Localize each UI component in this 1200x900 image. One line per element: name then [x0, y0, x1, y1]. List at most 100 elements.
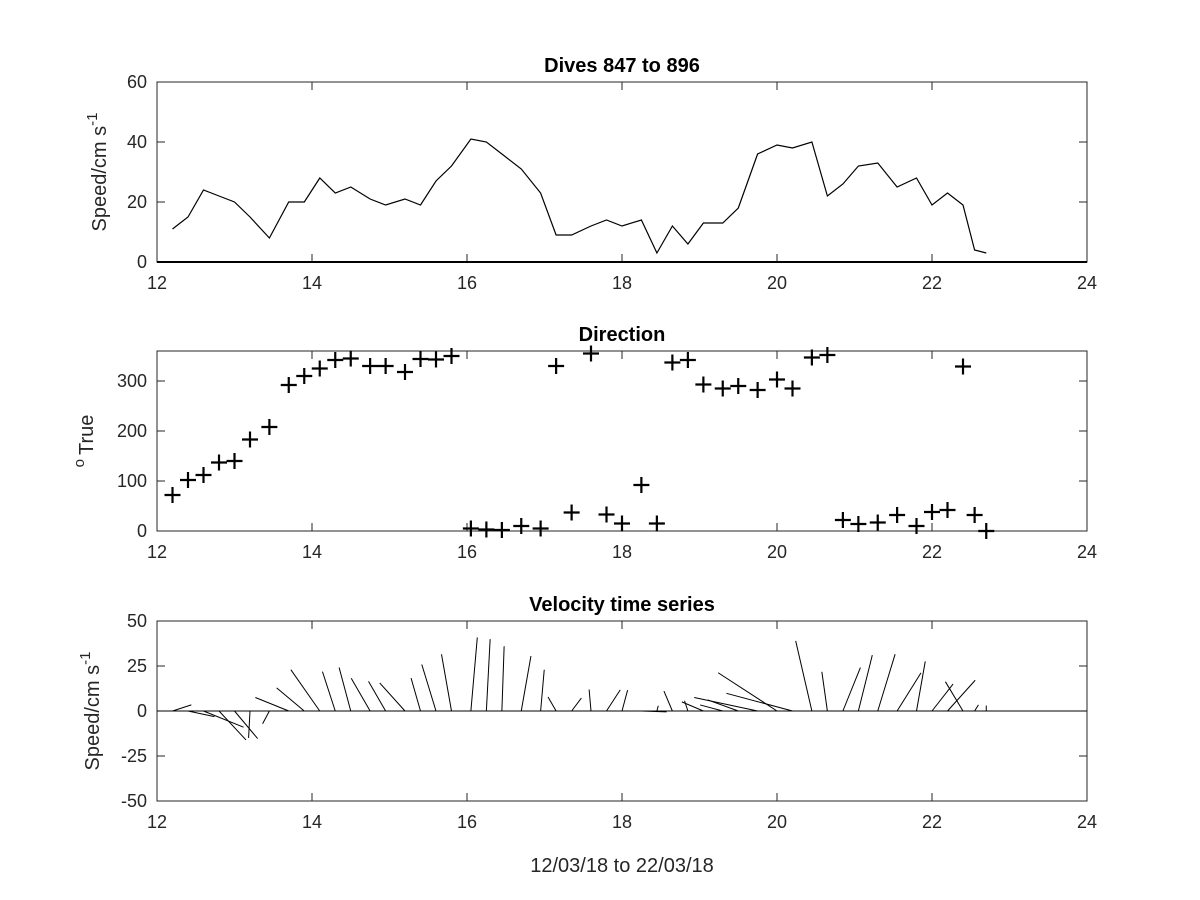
direction-point	[889, 507, 906, 523]
velocity-stick	[896, 672, 922, 712]
direction-xtick-label: 20	[767, 542, 787, 562]
direction-point	[583, 345, 599, 362]
speed-xtick-label: 12	[147, 273, 167, 293]
velocity-xtick-label: 18	[612, 812, 632, 832]
speed-ylabel-text: Speed/cm s	[89, 126, 111, 232]
direction-ylabel: o True	[71, 415, 98, 468]
direction-title: Direction	[579, 324, 666, 346]
velocity-xtick-label: 20	[767, 812, 787, 832]
direction-point	[955, 358, 971, 375]
velocity-stick	[684, 700, 689, 712]
velocity-stick	[795, 640, 813, 712]
velocity-stick	[877, 654, 896, 712]
velocity-stick	[234, 710, 259, 739]
velocity-panel: Velocity time series 12 14 16 18 20 22 24 -50 -2…	[77, 594, 1097, 877]
speed-xtick-label: 20	[767, 273, 787, 293]
velocity-stick	[974, 704, 979, 712]
direction-point	[563, 504, 580, 521]
direction-point	[513, 518, 530, 534]
velocity-stick	[916, 661, 926, 712]
direction-ytick-label: 300	[117, 371, 147, 391]
velocity-stick	[203, 710, 244, 728]
direction-point	[648, 515, 665, 532]
velocity-stick	[726, 692, 793, 712]
speed-title: Dives 847 to 896	[544, 55, 700, 77]
velocity-stick	[606, 689, 621, 712]
direction-point	[261, 419, 278, 435]
direction-point	[749, 382, 766, 398]
velocity-stick	[571, 697, 582, 712]
direction-ytick-label: 200	[117, 421, 147, 441]
speed-marks	[157, 138, 1087, 263]
velocity-stick	[218, 710, 247, 741]
velocity-stick	[290, 669, 321, 712]
direction-point	[664, 354, 681, 371]
direction-point	[769, 371, 785, 388]
direction-point	[164, 487, 181, 503]
direction-ylabel-superscript: o	[71, 459, 88, 467]
direction-point	[532, 520, 549, 537]
direction-point	[226, 453, 243, 469]
speed-xtick-label: 22	[922, 273, 942, 293]
direction-point	[428, 351, 444, 368]
velocity-ytick-label: 50	[127, 611, 147, 631]
direction-point	[834, 512, 851, 528]
velocity-stick	[470, 637, 478, 712]
velocity-stick	[262, 710, 270, 724]
velocity-stick	[501, 646, 505, 712]
direction-xtick-label: 14	[302, 542, 322, 562]
direction-ticks: 12 14 16 18 20 22 24 0 100 200 300	[117, 351, 1097, 562]
speed-ticks: 12 14 16 18 20 22 24 0 20 40 60	[127, 72, 1097, 293]
velocity-ytick-label: -50	[121, 791, 147, 811]
direction-point	[819, 347, 836, 363]
direction-point	[412, 351, 429, 367]
velocity-ytick-label: -25	[121, 746, 147, 766]
velocity-xtick-label: 16	[457, 812, 477, 832]
velocity-stick	[821, 671, 828, 712]
speed-ylabel-superscript: -1	[84, 113, 101, 126]
velocity-ytick-label: 25	[127, 656, 147, 676]
velocity-stick	[700, 704, 723, 712]
velocity-stick	[248, 710, 251, 738]
velocity-marks	[172, 637, 987, 741]
direction-xtick-label: 22	[922, 542, 942, 562]
direction-point	[493, 522, 510, 538]
velocity-stick	[172, 704, 192, 712]
velocity-ticks: 12 14 16 18 20 22 24 -50 -25 0 25 50	[121, 611, 1097, 832]
velocity-xtick-label: 24	[1077, 812, 1097, 832]
velocity-stick	[681, 701, 704, 712]
direction-point	[211, 454, 227, 471]
direction-axes-box	[156, 350, 1088, 532]
direction-ylabel-text: True	[76, 415, 98, 455]
speed-xtick-label: 24	[1077, 273, 1097, 293]
direction-xtick-label: 18	[612, 542, 632, 562]
velocity-ylabel: Speed/cm s-1	[77, 652, 104, 771]
velocity-stick	[441, 654, 452, 712]
speed-series-line	[172, 138, 987, 255]
velocity-stick	[588, 689, 592, 712]
velocity-stick	[947, 679, 976, 712]
direction-point	[311, 360, 328, 377]
speed-ylabel: Speed/cm s-1	[84, 113, 111, 232]
velocity-title: Velocity time series	[529, 594, 715, 616]
velocity-stick	[641, 710, 667, 713]
direction-point	[195, 467, 212, 483]
velocity-ylabel-text: Speed/cm s	[82, 665, 104, 771]
direction-point	[966, 507, 983, 523]
velocity-stick	[540, 669, 545, 712]
velocity-stick	[276, 687, 305, 712]
speed-ytick-label: 40	[127, 132, 147, 152]
direction-point	[614, 515, 630, 532]
speed-axes-box	[156, 81, 1088, 263]
direction-point	[462, 520, 479, 537]
direction-point	[679, 352, 696, 368]
velocity-xtick-label: 14	[302, 812, 322, 832]
speed-xtick-label: 18	[612, 273, 632, 293]
direction-point	[978, 523, 995, 539]
direction-point	[908, 518, 925, 534]
velocity-stick	[944, 681, 964, 712]
direction-point	[869, 514, 886, 531]
direction-xtick-label: 16	[457, 542, 477, 562]
direction-point	[397, 364, 413, 380]
